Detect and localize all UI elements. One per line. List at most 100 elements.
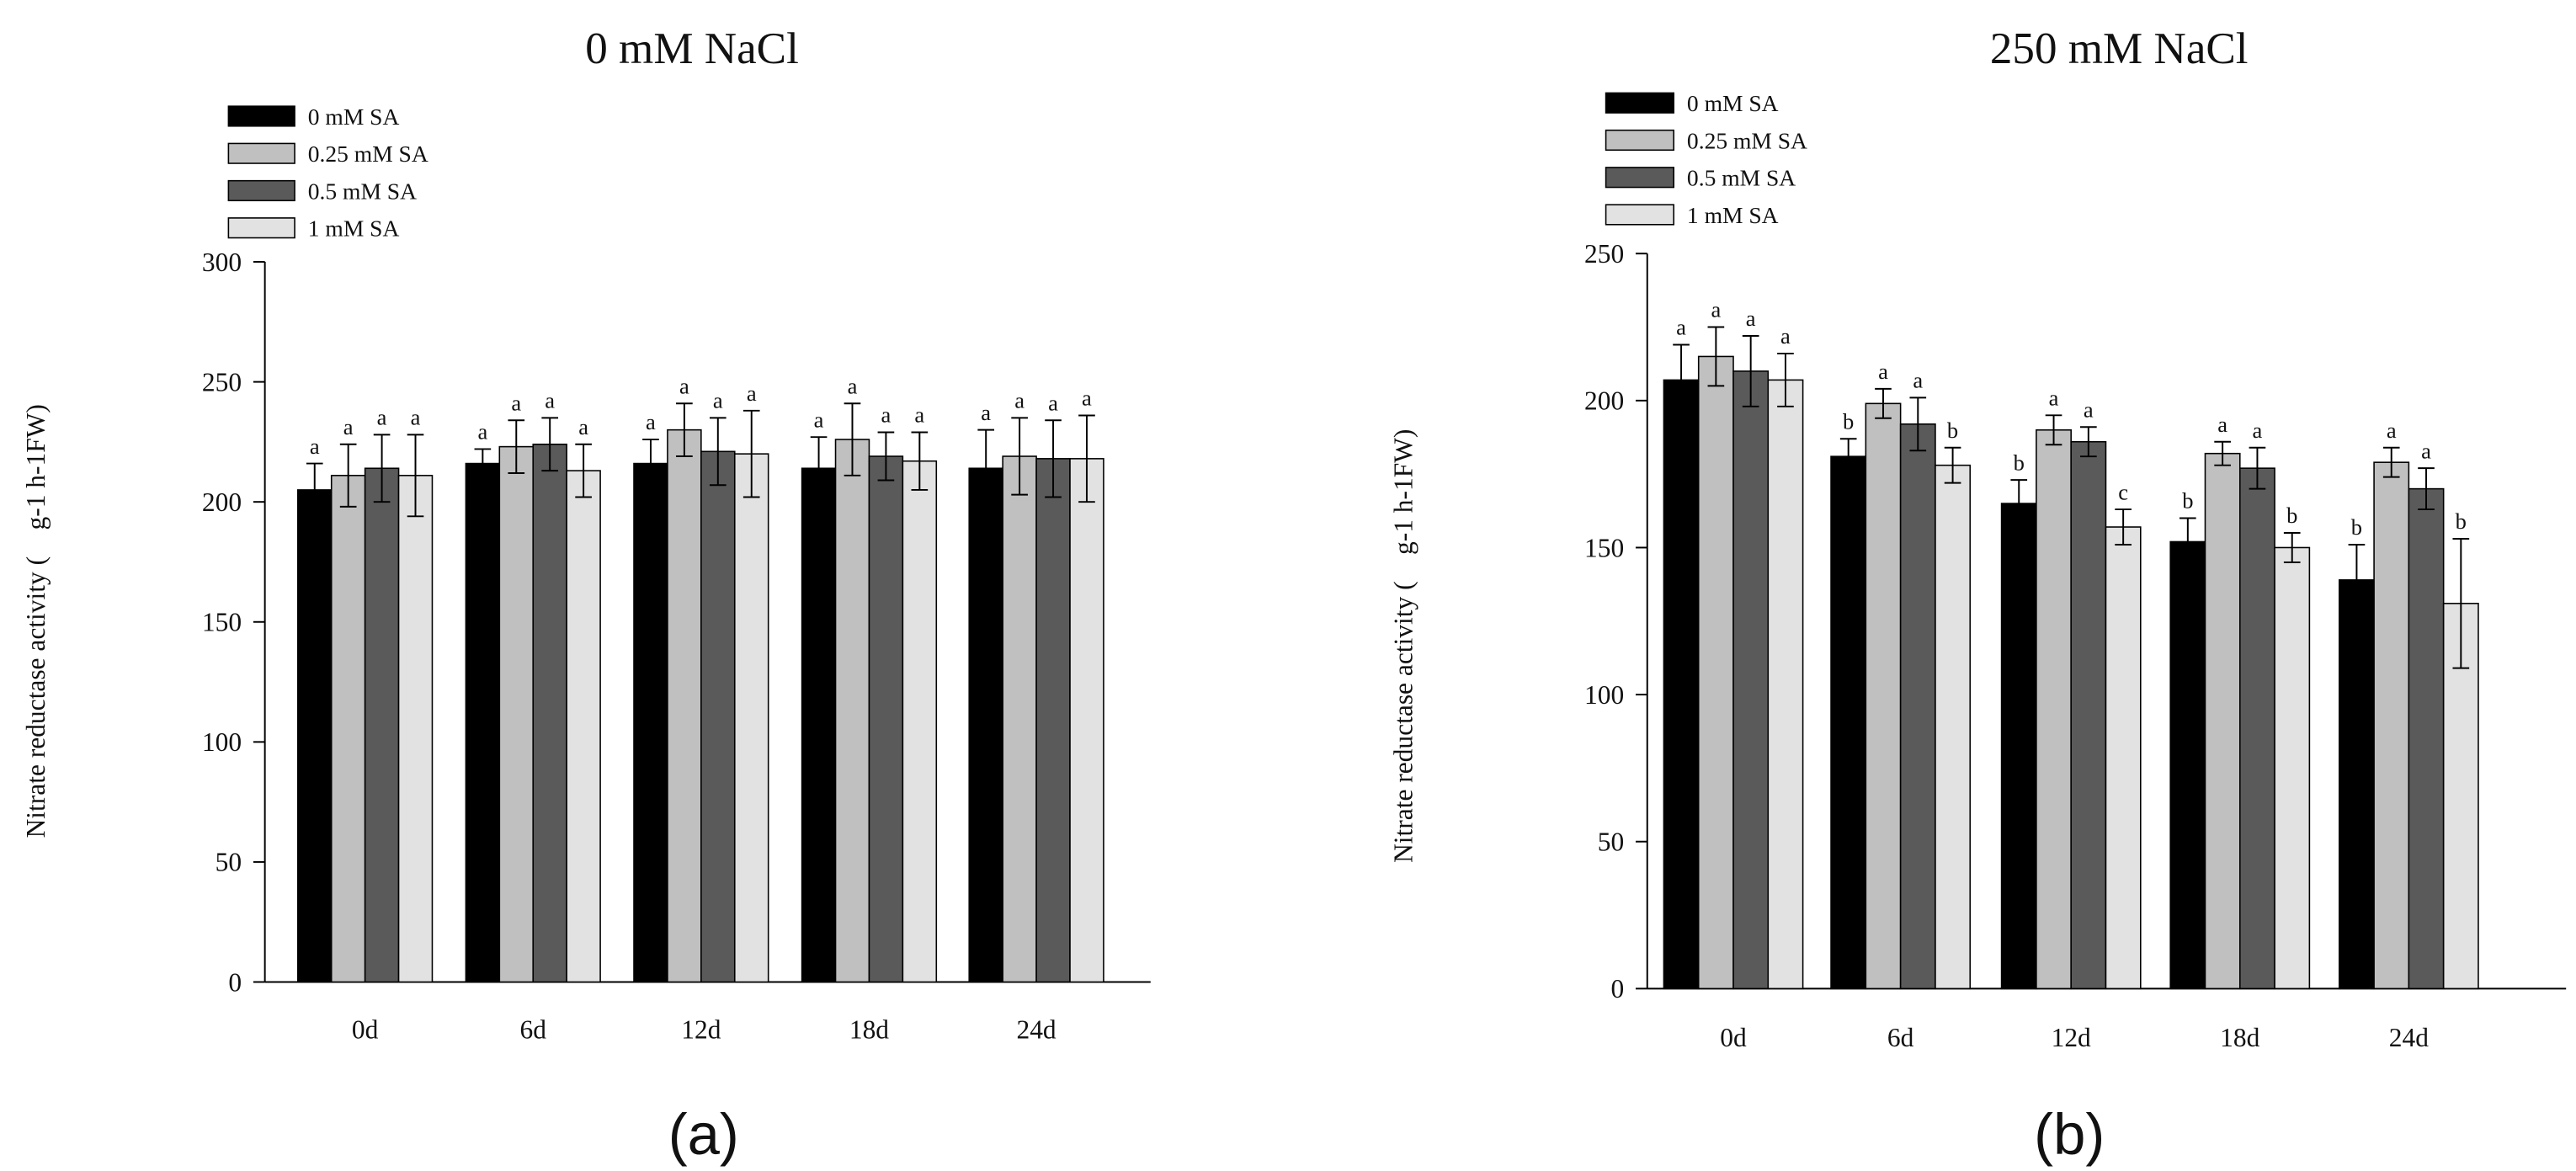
chart-title: 0 mM NaCl [585, 24, 799, 73]
y-tick-label: 200 [1584, 386, 1624, 416]
significance-letter-0-25-mm-sa-18d: a [848, 373, 858, 398]
bar-0-5-mm-sa-18d [868, 455, 904, 983]
bar-1-mm-sa-18d [902, 460, 938, 983]
legend-item-0-5-mm-sa: 0.5 mM SA [1605, 165, 1796, 191]
y-tick-label: 150 [1584, 533, 1624, 562]
legend-item-1-mm-sa: 1 mM SA [1605, 202, 1779, 228]
bar-1-mm-sa-24d [1069, 458, 1104, 983]
significance-letter-0-25-mm-sa-0d: a [343, 414, 354, 439]
y-axis-label: Nitrate reductase activity ( g-1 h-1FW) [1388, 429, 1418, 863]
bar-0-mm-sa-12d [2000, 503, 2037, 990]
legend-label: 0.25 mM SA [1687, 127, 1807, 153]
bar-0-mm-sa-0d [297, 489, 333, 983]
legend-label: 0 mM SA [308, 104, 400, 130]
significance-letter-1-mm-sa-18d: b [2286, 503, 2297, 528]
significance-letter-0-25-mm-sa-24d: a [2387, 418, 2397, 443]
significance-letter-0-mm-sa-24d: a [981, 400, 991, 425]
bar-1-mm-sa-0d [1767, 379, 1804, 990]
significance-letter-0-mm-sa-6d: b [1843, 408, 1854, 434]
y-tick-label: 100 [1584, 680, 1624, 710]
legend-swatch [227, 217, 295, 239]
significance-letter-0-mm-sa-0d: a [1676, 315, 1686, 340]
x-tick-label: 12d [681, 1014, 721, 1044]
bar-0-mm-sa-0d [1663, 379, 1700, 990]
bar-1-mm-sa-6d [1935, 464, 1972, 990]
y-tick-label: 0 [228, 967, 242, 997]
significance-letter-0-5-mm-sa-18d: a [881, 402, 891, 428]
legend-swatch [1605, 129, 1674, 152]
significance-letter-0-5-mm-sa-6d: a [1913, 368, 1923, 393]
bar-0-5-mm-sa-6d [1899, 423, 1936, 990]
significance-letter-0-25-mm-sa-12d: a [679, 373, 689, 398]
legend-label: 0.25 mM SA [308, 141, 428, 167]
bar-0-5-mm-sa-6d [532, 443, 567, 983]
bar-1-mm-sa-18d [2274, 546, 2311, 990]
y-tick-label: 0 [1610, 974, 1624, 1003]
x-tick-label: 0d [352, 1014, 379, 1044]
bar-0-mm-sa-6d [1830, 455, 1867, 990]
legend-label: 0.5 mM SA [308, 178, 417, 204]
bar-0-mm-sa-18d [2169, 540, 2206, 990]
bar-0-mm-sa-18d [801, 467, 837, 983]
legend-item-1-mm-sa: 1 mM SA [227, 216, 399, 242]
bar-0-25-mm-sa-0d [330, 475, 366, 983]
bar-1-mm-sa-12d [2105, 526, 2142, 990]
x-tick-label: 6d [1887, 1023, 1914, 1052]
significance-letter-1-mm-sa-12d: a [747, 381, 757, 406]
significance-letter-0-mm-sa-0d: a [310, 434, 320, 459]
y-tick-label: 150 [202, 608, 242, 637]
significance-letter-0-mm-sa-6d: a [477, 419, 487, 444]
legend-swatch [227, 105, 295, 127]
bar-0-5-mm-sa-12d [2070, 440, 2107, 990]
significance-letter-0-5-mm-sa-24d: a [2421, 438, 2431, 463]
x-tick-label: 18d [2220, 1023, 2259, 1052]
y-tick-label: 250 [202, 367, 242, 397]
significance-letter-0-25-mm-sa-6d: a [511, 390, 521, 415]
legend: 0 mM SA 0.25 mM SA 0.5 mM SA 1 mM SA [227, 104, 428, 242]
bar-1-mm-sa-12d [733, 453, 769, 983]
significance-letter-1-mm-sa-24d: a [1082, 386, 1092, 411]
bar-0-5-mm-sa-24d [2408, 487, 2445, 990]
significance-letter-0-25-mm-sa-24d: a [1014, 388, 1025, 413]
bar-0-mm-sa-12d [633, 462, 668, 983]
bar-0-25-mm-sa-18d [834, 439, 870, 983]
panel-caption: (a) [668, 1102, 739, 1167]
significance-letter-1-mm-sa-24d: b [2456, 508, 2467, 534]
significance-letter-0-5-mm-sa-18d: a [2253, 418, 2263, 443]
bar-0-5-mm-sa-0d [1732, 370, 1770, 990]
bar-1-mm-sa-6d [566, 470, 601, 983]
legend-swatch [1605, 92, 1674, 114]
significance-letter-0-5-mm-sa-6d: a [545, 388, 555, 413]
significance-letter-0-mm-sa-12d: b [2014, 450, 2025, 475]
y-tick-label: 200 [202, 487, 242, 517]
significance-letter-1-mm-sa-12d: c [2118, 479, 2128, 504]
significance-letter-0-mm-sa-24d: b [2351, 514, 2362, 540]
x-tick-label: 12d [2052, 1023, 2091, 1052]
legend-label: 1 mM SA [1687, 202, 1779, 228]
bar-0-25-mm-sa-18d [2204, 452, 2241, 990]
significance-letter-1-mm-sa-6d: b [1947, 418, 1958, 443]
bar-0-25-mm-sa-6d [498, 445, 535, 983]
significance-letter-1-mm-sa-0d: a [1780, 323, 1791, 349]
bar-1-mm-sa-0d [397, 475, 434, 983]
significance-letter-0-mm-sa-18d: b [2182, 488, 2193, 514]
bar-0-25-mm-sa-12d [2036, 428, 2072, 990]
x-tick-label: 6d [520, 1014, 547, 1044]
significance-letter-0-25-mm-sa-6d: a [1878, 359, 1888, 384]
legend-swatch [227, 179, 295, 202]
bar-0-mm-sa-24d [2338, 579, 2375, 990]
significance-letter-0-mm-sa-18d: a [814, 407, 824, 432]
chart-panel-b: 250 mM NaCl 0 50 100 150 200 250 Nitrate reduct… [1388, 24, 2567, 1167]
significance-letter-1-mm-sa-6d: a [578, 414, 588, 439]
bar-0-25-mm-sa-12d [667, 428, 702, 983]
legend-item-0-25-mm-sa: 0.25 mM SA [227, 141, 428, 167]
bar-0-5-mm-sa-18d [2238, 467, 2275, 990]
legend-label: 0 mM SA [1687, 90, 1779, 116]
x-tick-label: 24d [2389, 1023, 2429, 1052]
chart-panel-a: 0 mM NaCl 0 50 100 150 200 250 300 Nitrate reduc… [21, 24, 1151, 1167]
bar-0-5-mm-sa-12d [700, 450, 736, 983]
bar-0-mm-sa-6d [465, 462, 501, 983]
bar-0-5-mm-sa-0d [364, 467, 400, 983]
